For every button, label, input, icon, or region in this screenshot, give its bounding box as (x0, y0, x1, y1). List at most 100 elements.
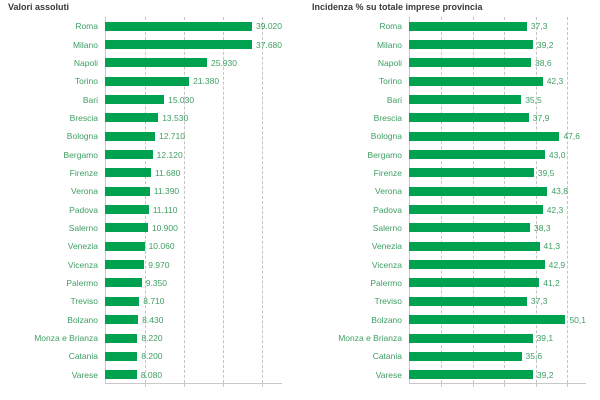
chart-row: Bari 35,5 (312, 90, 586, 108)
bar (409, 260, 545, 270)
chart-row: Padova 42,3 (312, 200, 586, 218)
bar (105, 186, 150, 196)
chart-panel-absolute-values: Valori assoluti Roma 39.020 Milano 37.680 Na… (8, 2, 286, 394)
bar (409, 278, 540, 288)
bar (409, 333, 533, 343)
category-label: Brescia (373, 112, 402, 123)
axis-tick (184, 383, 186, 387)
category-label: Padova (373, 204, 402, 215)
value-label: 42,9 (548, 259, 566, 270)
bar-cell: 50,1 (409, 315, 586, 325)
value-label: 9.970 (148, 259, 170, 270)
bar (105, 150, 153, 160)
value-label: 39,2 (536, 369, 554, 380)
chart-rows: Roma 39.020 Milano 37.680 Napoli 25.930 Torino… (8, 17, 282, 384)
axis-tick (441, 383, 443, 387)
chart-row: Bergamo 12.120 (8, 145, 282, 163)
gridline (567, 17, 569, 383)
chart-row: Salerno 38,3 (312, 219, 586, 237)
chart-row: Bolzano 8.430 (8, 311, 282, 329)
category-label: Firenze (373, 167, 402, 178)
bar (409, 241, 540, 251)
value-label: 42,3 (546, 76, 564, 87)
bar-cell: 11.390 (105, 186, 282, 196)
value-label: 11.110 (152, 204, 178, 215)
category-label: Bari (386, 94, 402, 105)
value-label: 43,0 (548, 149, 566, 160)
bar (409, 168, 534, 178)
category-label: Treviso (374, 296, 402, 307)
gridline (441, 17, 443, 383)
chart-row: Roma 37,3 (312, 17, 586, 35)
chart-row: Padova 11.110 (8, 200, 282, 218)
chart-row: Bologna 47,6 (312, 127, 586, 145)
value-label: 37,9 (532, 112, 550, 123)
bar (105, 260, 145, 270)
chart-row: Verona 43,8 (312, 182, 586, 200)
category-label: Bari (82, 94, 98, 105)
value-label: 39.020 (256, 21, 282, 32)
bar (409, 21, 527, 31)
value-label: 12.710 (158, 131, 185, 142)
axis-tick (472, 383, 474, 387)
value-label: 50,1 (569, 314, 586, 325)
bar-cell: 35,6 (409, 351, 586, 361)
chart-row: Treviso 8.710 (8, 292, 282, 310)
category-label: Venezia (371, 241, 402, 252)
bar (409, 58, 531, 68)
bar-cell: 43,0 (409, 150, 586, 160)
category-label: Torino (74, 76, 98, 87)
axis-tick (262, 383, 264, 387)
bar-cell: 41,3 (409, 241, 586, 251)
chart-row: Bologna 12.710 (8, 127, 282, 145)
bar (105, 95, 165, 105)
chart-gridlines (105, 17, 282, 387)
value-label: 43,8 (551, 186, 568, 197)
value-label: 41,3 (543, 241, 561, 252)
bar-cell: 39,2 (409, 40, 586, 50)
chart-body: Roma 39.020 Milano 37.680 Napoli 25.930 Torino… (8, 15, 286, 394)
category-label: Bergamo (367, 149, 403, 160)
gridline (504, 17, 506, 383)
value-label: 37,3 (530, 296, 548, 307)
value-label: 13.530 (162, 112, 189, 123)
chart-row: Catania 8.200 (8, 347, 282, 365)
bar (105, 58, 207, 68)
category-label: Roma (379, 21, 402, 32)
chart-row: Brescia 13.530 (8, 109, 282, 127)
chart-row: Firenze 39,5 (312, 164, 586, 182)
category-label: Catania (372, 351, 402, 362)
chart-row: Vicenza 9.970 (8, 255, 282, 273)
bar (409, 186, 548, 196)
category-label: Salerno (68, 222, 98, 233)
chart-row: Firenze 11.680 (8, 164, 282, 182)
bar (105, 113, 159, 123)
bar-cell: 11.680 (105, 168, 282, 178)
category-label: Verona (71, 186, 98, 197)
chart-row: Varese 8.080 (8, 366, 282, 384)
bar-cell: 21.380 (105, 76, 282, 86)
bar (409, 76, 543, 86)
value-label: 11.390 (153, 186, 180, 197)
bar-cell: 8.080 (105, 370, 282, 380)
axis-tick (145, 383, 147, 387)
bar (409, 113, 529, 123)
category-label: Verona (375, 186, 402, 197)
bar-cell: 10.060 (105, 241, 282, 251)
chart-row: Treviso 37,3 (312, 292, 586, 310)
value-label: 37.680 (256, 39, 282, 50)
chart-row: Palermo 9.350 (8, 274, 282, 292)
chart-row: Salerno 10.900 (8, 219, 282, 237)
category-label: Firenze (69, 167, 98, 178)
bar (409, 223, 531, 233)
bar-cell: 42,9 (409, 260, 586, 270)
chart-row: Napoli 38,6 (312, 54, 586, 72)
category-label: Brescia (69, 112, 98, 123)
bar-cell: 8.200 (105, 351, 282, 361)
category-label: Bologna (370, 131, 402, 142)
category-label: Catania (68, 351, 98, 362)
value-label: 9.350 (145, 277, 168, 288)
bar-cell: 9.970 (105, 260, 282, 270)
chart-gridlines (409, 17, 586, 387)
bar (105, 131, 155, 141)
